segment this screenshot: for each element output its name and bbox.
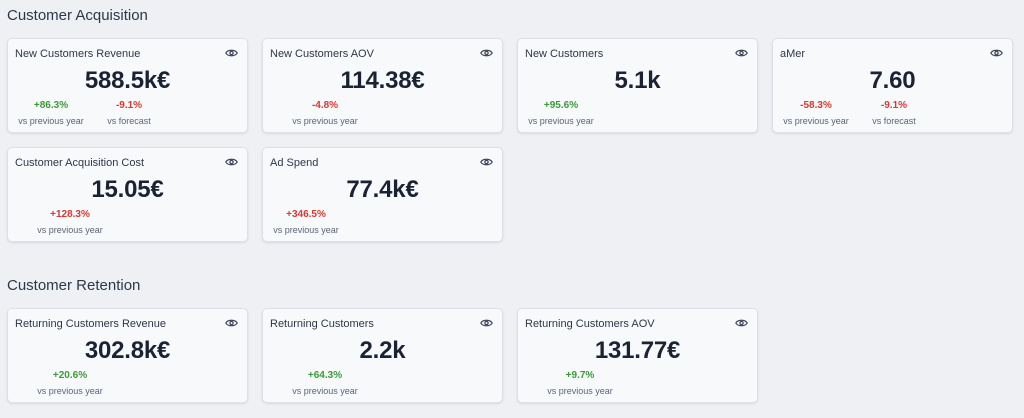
kpi-value: 114.38€ bbox=[340, 67, 425, 94]
delta-vs-previous-year: +9.7% vs previous year bbox=[547, 370, 613, 397]
card-title: aMer bbox=[780, 48, 806, 60]
kpi-value: 7.60 bbox=[869, 67, 916, 94]
kpi-card-new-customers: New Customers 5.1k +95.6% vs previous ye… bbox=[517, 38, 758, 133]
eye-icon[interactable] bbox=[480, 157, 493, 167]
eye-icon[interactable] bbox=[735, 318, 748, 328]
delta-vs-previous-year: -4.8% vs previous year bbox=[292, 100, 358, 127]
delta-value: +128.3% bbox=[50, 209, 90, 220]
kpi-value: 15.05€ bbox=[91, 176, 164, 203]
card-title: Returning Customers AOV bbox=[525, 318, 655, 330]
eye-icon[interactable] bbox=[225, 48, 238, 58]
delta-value: -9.1% bbox=[115, 100, 143, 111]
kpi-card-new-customers-revenue: New Customers Revenue 588.5k€ +86.3% vs … bbox=[7, 38, 248, 133]
kpi-value: 588.5k€ bbox=[84, 67, 171, 94]
kpi-card-new-customers-aov: New Customers AOV 114.38€ -4.8% vs previ… bbox=[262, 38, 503, 133]
delta-value: +346.5% bbox=[286, 209, 326, 220]
delta-label: vs previous year bbox=[273, 225, 339, 235]
eye-icon[interactable] bbox=[225, 157, 238, 167]
kpi-card-returning-customers-revenue: Returning Customers Revenue 302.8k€ +20.… bbox=[7, 308, 248, 403]
kpi-value: 302.8k€ bbox=[84, 337, 171, 364]
kpi-card-returning-customers: Returning Customers 2.2k +64.3% vs previ… bbox=[262, 308, 503, 403]
delta-label: vs previous year bbox=[37, 386, 103, 396]
delta-value: -4.8% bbox=[311, 100, 339, 111]
kpi-value: 2.2k bbox=[359, 337, 406, 364]
eye-icon[interactable] bbox=[735, 48, 748, 58]
kpi-card-returning-customers-aov: Returning Customers AOV 131.77€ +9.7% vs… bbox=[517, 308, 758, 403]
delta-label: vs forecast bbox=[107, 116, 151, 126]
section-title-retention: Customer Retention bbox=[7, 277, 141, 294]
delta-label: vs previous year bbox=[37, 225, 103, 235]
delta-value: +20.6% bbox=[52, 370, 88, 381]
delta-label: vs previous year bbox=[547, 386, 613, 396]
delta-value: +86.3% bbox=[33, 100, 69, 111]
delta-label: vs forecast bbox=[872, 116, 916, 126]
eye-icon[interactable] bbox=[480, 318, 493, 328]
delta-vs-forecast: -9.1% vs forecast bbox=[104, 100, 154, 127]
kpi-card-customer-acquisition-cost: Customer Acquisition Cost 15.05€ +128.3%… bbox=[7, 147, 248, 242]
card-title: New Customers bbox=[525, 48, 604, 60]
card-title: Returning Customers bbox=[270, 318, 374, 330]
card-title: New Customers Revenue bbox=[15, 48, 141, 60]
kpi-card-ad-spend: Ad Spend 77.4k€ +346.5% vs previous year bbox=[262, 147, 503, 242]
delta-value: -58.3% bbox=[800, 100, 832, 111]
kpi-value: 131.77€ bbox=[594, 337, 681, 364]
delta-label: vs previous year bbox=[292, 386, 358, 396]
delta-vs-previous-year: +20.6% vs previous year bbox=[37, 370, 103, 397]
delta-label: vs previous year bbox=[18, 116, 84, 126]
delta-vs-previous-year: +128.3% vs previous year bbox=[37, 209, 103, 236]
delta-label: vs previous year bbox=[292, 116, 358, 126]
card-title: Ad Spend bbox=[270, 157, 319, 169]
delta-value: -9.1% bbox=[880, 100, 908, 111]
delta-vs-previous-year: +95.6% vs previous year bbox=[528, 100, 594, 127]
delta-vs-previous-year: +64.3% vs previous year bbox=[292, 370, 358, 397]
delta-label: vs previous year bbox=[783, 116, 849, 126]
card-title: Customer Acquisition Cost bbox=[15, 157, 144, 169]
kpi-value: 5.1k bbox=[614, 67, 661, 94]
delta-vs-previous-year: +346.5% vs previous year bbox=[273, 209, 339, 236]
card-title: New Customers AOV bbox=[270, 48, 374, 60]
delta-label: vs previous year bbox=[528, 116, 594, 126]
delta-value: +9.7% bbox=[565, 370, 595, 381]
delta-vs-forecast: -9.1% vs forecast bbox=[869, 100, 919, 127]
delta-vs-previous-year: -58.3% vs previous year bbox=[783, 100, 849, 127]
eye-icon[interactable] bbox=[225, 318, 238, 328]
delta-value: +95.6% bbox=[543, 100, 579, 111]
delta-vs-previous-year: +86.3% vs previous year bbox=[18, 100, 84, 127]
kpi-card-amer: aMer 7.60 -58.3% vs previous year -9.1% … bbox=[772, 38, 1013, 133]
kpi-value: 77.4k€ bbox=[346, 176, 419, 203]
card-title: Returning Customers Revenue bbox=[15, 318, 167, 330]
eye-icon[interactable] bbox=[990, 48, 1003, 58]
eye-icon[interactable] bbox=[480, 48, 493, 58]
section-title-acquisition: Customer Acquisition bbox=[7, 7, 148, 24]
delta-value: +64.3% bbox=[307, 370, 343, 381]
